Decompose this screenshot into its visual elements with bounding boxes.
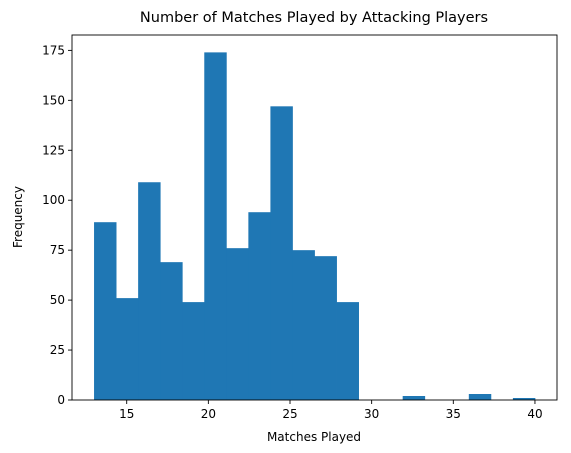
plot-frame	[71, 34, 558, 401]
x-tick-label: 20	[201, 407, 216, 421]
histogram-bar	[160, 262, 183, 400]
histogram-bar	[270, 106, 293, 400]
y-tick-label: 100	[42, 193, 65, 207]
y-tick-label: 75	[50, 243, 65, 257]
y-tick-label: 175	[42, 43, 65, 57]
histogram-bar	[402, 396, 426, 400]
x-axis-label: Matches Played	[267, 430, 361, 444]
y-tick-label: 50	[50, 293, 65, 307]
chart-title: Number of Matches Played by Attacking Pl…	[140, 10, 488, 26]
histogram-bar	[292, 250, 315, 400]
histogram-bar	[182, 302, 205, 400]
histogram-bar	[138, 182, 161, 400]
x-tick-label: 25	[282, 407, 297, 421]
y-ticks-group: 0 25 50 75 100 125 150 175	[42, 43, 72, 407]
x-ticks-group: 15 20 25 30 35 40	[119, 400, 543, 421]
x-tick-label: 30	[364, 407, 379, 421]
y-tick-label: 25	[50, 343, 65, 357]
x-tick-label: 15	[119, 407, 134, 421]
y-tick-label: 0	[57, 393, 65, 407]
bars-group	[94, 52, 536, 400]
x-tick-label: 35	[446, 407, 461, 421]
y-tick-label: 125	[42, 143, 65, 157]
histogram-bar	[468, 394, 492, 400]
histogram-bar	[512, 398, 536, 400]
x-tick-label: 40	[527, 407, 542, 421]
histogram-bar	[94, 222, 117, 400]
y-axis-label: Frequency	[11, 186, 25, 248]
histogram-bar	[116, 298, 139, 400]
histogram-bar	[336, 302, 359, 400]
histogram-bar	[314, 256, 337, 400]
histogram-bar	[204, 52, 227, 400]
histogram-bar	[248, 212, 271, 400]
histogram-bar	[226, 248, 249, 400]
y-tick-label: 150	[42, 93, 65, 107]
